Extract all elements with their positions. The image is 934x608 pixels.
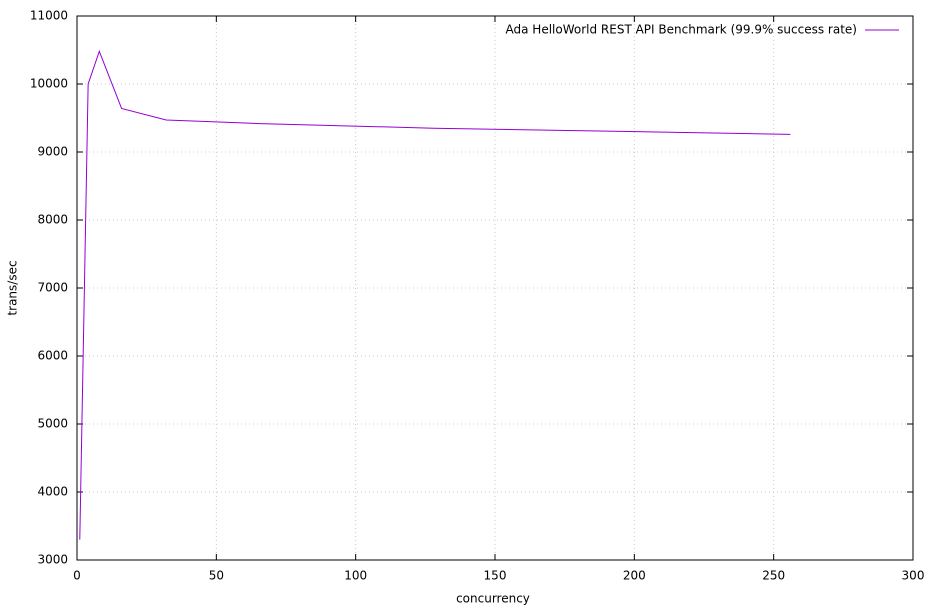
y-tick-label: 10000 <box>30 77 68 91</box>
data-line <box>79 49 791 540</box>
y-tick-label: 4000 <box>37 485 68 499</box>
x-axis-label: concurrency <box>456 592 530 606</box>
x-tick-label: 200 <box>623 569 646 583</box>
x-tick-label: 50 <box>209 569 224 583</box>
y-axis-label: trans/sec <box>6 260 20 315</box>
x-tick-label: 0 <box>73 569 81 583</box>
y-tick-label: 9000 <box>37 145 68 159</box>
y-tick-label: 11000 <box>30 9 68 23</box>
x-tick-label: 100 <box>344 569 367 583</box>
y-tick-label: 3000 <box>37 553 68 567</box>
legend-label: Ada HelloWorld REST API Benchmark (99.9%… <box>506 23 857 37</box>
y-tick-label: 5000 <box>37 417 68 431</box>
y-tick-label: 8000 <box>37 213 68 227</box>
y-tick-label: 6000 <box>37 349 68 363</box>
plot-frame <box>76 15 914 561</box>
x-tick-label: 250 <box>762 569 785 583</box>
x-tick-label: 150 <box>484 569 507 583</box>
y-tick-label: 7000 <box>37 281 68 295</box>
x-tick-label: 300 <box>902 569 925 583</box>
